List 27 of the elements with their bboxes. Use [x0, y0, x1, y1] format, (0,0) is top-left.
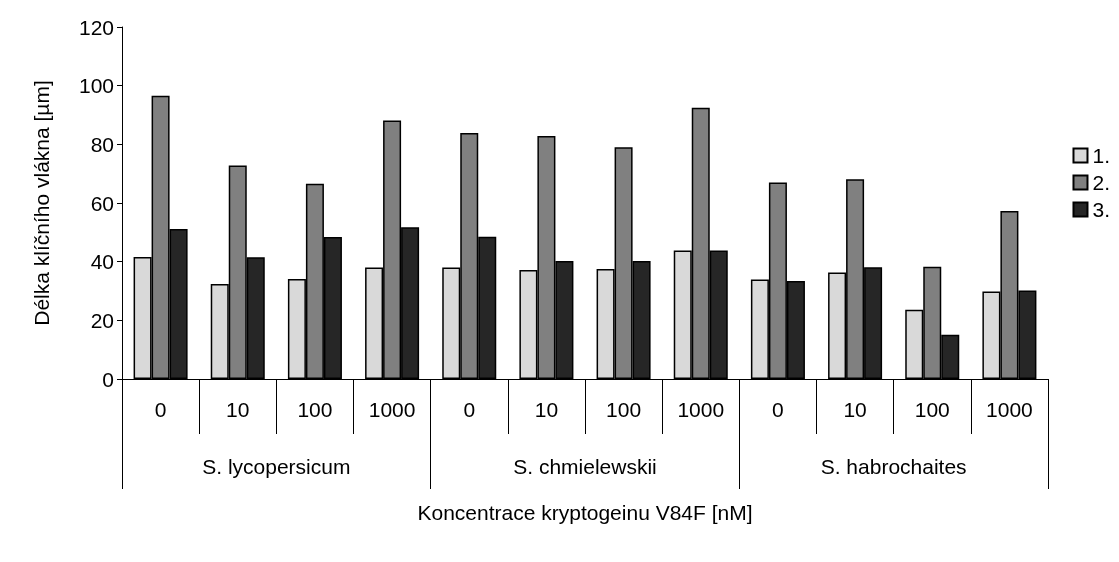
y-tick-label: 20 [90, 308, 114, 332]
x-tick-label: 10 [843, 398, 867, 421]
x-tick-label: 1000 [986, 398, 1033, 421]
x-tick-label: 0 [154, 398, 167, 421]
x-tick-label: 100 [606, 398, 642, 421]
x-tick-label: 1000 [677, 398, 725, 421]
y-tick-label: 100 [78, 74, 114, 98]
y-tick-label: 40 [90, 250, 114, 274]
text: S. chmielewskii [513, 455, 657, 478]
legend-label: 1. [1092, 144, 1110, 167]
x-tick-label: 0 [772, 398, 784, 421]
x-tick-label: 100 [914, 398, 950, 421]
x-tick-label: 10 [226, 398, 250, 421]
x-tick-label: 1000 [368, 398, 416, 421]
x-axis-title: Koncentrace kryptogeinu V84F [nM] [417, 501, 753, 524]
x-tick-label: 100 [297, 398, 333, 421]
text: S. lycopersicum [202, 455, 351, 478]
y-tick-label: 0 [102, 367, 114, 391]
y-tick-label: 80 [90, 132, 114, 156]
x-tick-label: 10 [534, 398, 559, 421]
y-tick-label: 60 [90, 191, 114, 215]
x-tick-label: 0 [463, 398, 476, 421]
legend-label: 2. [1092, 171, 1110, 194]
legend-label: 3. [1092, 198, 1110, 221]
text: S. habrochaites [820, 455, 967, 478]
y-tick-label: 120 [78, 15, 114, 39]
y-axis-title: Délka klíčního vlákna [µm] [30, 80, 53, 326]
